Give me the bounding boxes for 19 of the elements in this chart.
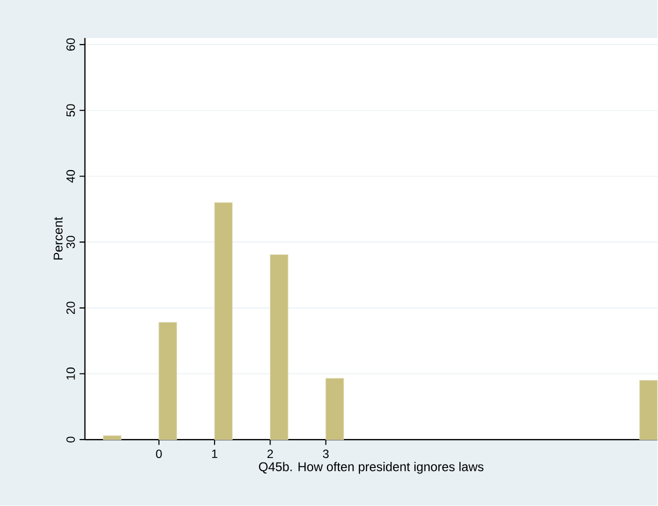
y-tick-label: 10 — [66, 368, 75, 380]
bar — [103, 436, 122, 440]
y-axis-title: Percent — [54, 217, 63, 260]
y-tick-label: 50 — [66, 104, 75, 117]
x-tick-label: 2 — [267, 450, 273, 458]
y-tick-label: 30 — [66, 236, 75, 249]
x-tick-label: 3 — [322, 450, 329, 458]
bar — [270, 254, 288, 440]
bar — [158, 322, 177, 440]
bar — [639, 380, 658, 440]
x-tick-label: 1 — [212, 450, 218, 458]
y-tick-label: 60 — [66, 38, 75, 51]
bar — [214, 202, 233, 440]
x-axis-title: Q45b. How often president ignores laws — [258, 462, 484, 474]
x-tick-label: 0 — [156, 450, 162, 458]
y-tick-label: 40 — [66, 170, 75, 183]
bar — [326, 378, 344, 440]
y-tick-label: 20 — [66, 302, 75, 314]
y-tick-label: 0 — [66, 436, 75, 443]
